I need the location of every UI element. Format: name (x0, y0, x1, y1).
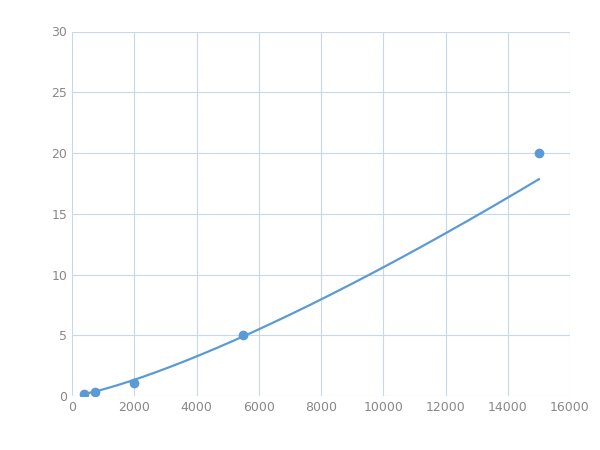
Point (79, 390, 88, 397)
Point (90, 389, 100, 396)
Point (238, 332, 248, 339)
Point (534, 149, 544, 157)
Point (130, 379, 139, 386)
